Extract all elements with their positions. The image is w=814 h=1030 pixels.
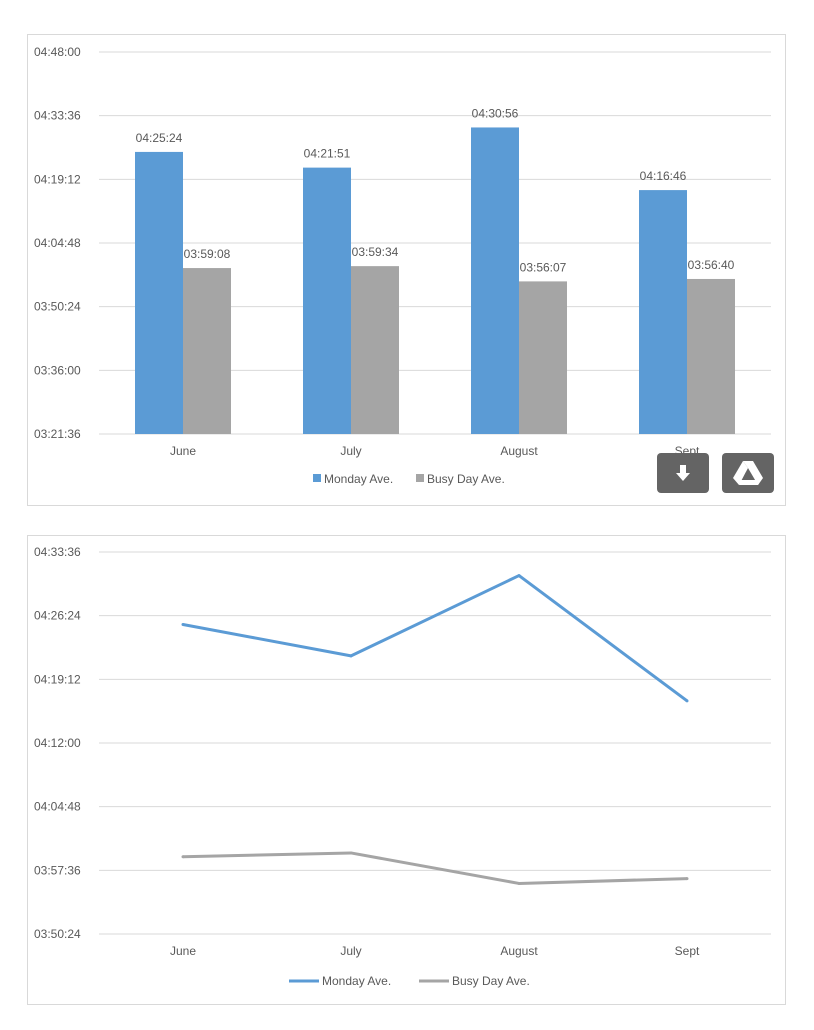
bar-data-label: 04:30:56 bbox=[472, 106, 519, 120]
line-y-tick-label: 04:12:00 bbox=[34, 736, 81, 750]
bar-legend-swatch bbox=[416, 474, 424, 482]
bar-busy-day bbox=[519, 281, 567, 434]
line-point bbox=[181, 623, 185, 627]
bar-y-tick-label: 04:19:12 bbox=[34, 172, 81, 186]
line-point bbox=[685, 699, 689, 703]
bar-y-tick-label: 04:33:36 bbox=[34, 109, 81, 123]
bar-data-label: 04:16:46 bbox=[640, 169, 687, 183]
bar-y-tick-label: 04:48:00 bbox=[34, 45, 81, 59]
line-point bbox=[685, 877, 689, 881]
bar-x-tick-label: August bbox=[500, 444, 538, 458]
bar-data-label: 03:59:34 bbox=[352, 245, 399, 259]
bar-monday bbox=[135, 151, 183, 434]
bar-monday bbox=[471, 127, 519, 434]
line-legend-label: Busy Day Ave. bbox=[452, 974, 530, 988]
line-point bbox=[517, 881, 521, 885]
bar-data-label: 04:25:24 bbox=[136, 131, 183, 145]
line-chart: 04:33:36 04:26:24 04:19:12 04:12:00 04:04:48… bbox=[34, 545, 771, 988]
download-arrow-icon bbox=[676, 465, 690, 481]
line-point bbox=[349, 851, 353, 855]
line-y-tick-label: 04:19:12 bbox=[34, 672, 81, 686]
line-x-tick-label: August bbox=[500, 944, 538, 958]
bar-legend-label: Busy Day Ave. bbox=[427, 472, 505, 486]
line-x-tick-label: June bbox=[170, 944, 196, 958]
bar-data-label: 03:56:40 bbox=[688, 258, 735, 272]
bar-legend-label: Monday Ave. bbox=[324, 472, 393, 486]
line-point bbox=[517, 574, 521, 578]
bar-busy-day bbox=[687, 278, 735, 434]
bar-busy-day bbox=[351, 266, 399, 434]
bar-data-label: 04:21:51 bbox=[304, 147, 351, 161]
download-button[interactable] bbox=[657, 453, 709, 493]
line-y-tick-label: 03:50:24 bbox=[34, 927, 81, 941]
bar-x-tick-label: June bbox=[170, 444, 196, 458]
line-legend-label: Monday Ave. bbox=[322, 974, 391, 988]
line-series-busy-day bbox=[182, 851, 688, 885]
bar-monday bbox=[639, 190, 687, 434]
line-point bbox=[181, 855, 185, 859]
bar-chart: 04:48:00 04:33:36 04:19:12 04:04:48 03:50:24… bbox=[34, 45, 771, 486]
line-x-tick-label: Sept bbox=[675, 944, 700, 958]
bar-y-tick-label: 03:21:36 bbox=[34, 427, 81, 441]
bar-y-tick-label: 03:50:24 bbox=[34, 300, 81, 314]
line-y-tick-label: 04:26:24 bbox=[34, 609, 81, 623]
line-y-tick-label: 03:57:36 bbox=[34, 863, 81, 877]
line-x-tick-label: July bbox=[340, 944, 361, 958]
line-y-tick-label: 04:04:48 bbox=[34, 800, 81, 814]
bar-y-tick-label: 04:04:48 bbox=[34, 236, 81, 250]
bar-y-tick-label: 03:36:00 bbox=[34, 363, 81, 377]
line-chart-panel: 04:33:36 04:26:24 04:19:12 04:12:00 04:04:48… bbox=[27, 535, 786, 1005]
line-series-monday bbox=[182, 574, 688, 703]
bar-data-label: 03:56:07 bbox=[520, 260, 567, 274]
line-point bbox=[349, 654, 353, 658]
google-drive-icon bbox=[733, 461, 763, 485]
bar-data-label: 03:59:08 bbox=[184, 247, 231, 261]
bar-legend-swatch bbox=[313, 474, 321, 482]
bar-busy-day bbox=[183, 268, 231, 434]
google-drive-button[interactable] bbox=[722, 453, 774, 493]
bar-chart-panel: 04:48:00 04:33:36 04:19:12 04:04:48 03:50:24… bbox=[27, 34, 786, 506]
bar-x-tick-label: July bbox=[340, 444, 361, 458]
line-y-tick-label: 04:33:36 bbox=[34, 545, 81, 559]
bar-monday bbox=[303, 167, 351, 435]
